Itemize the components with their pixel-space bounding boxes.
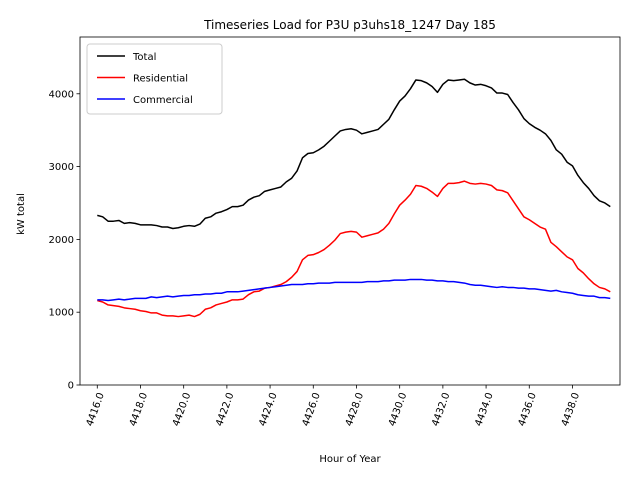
- chart-title: Timeseries Load for P3U p3uhs18_1247 Day…: [203, 18, 496, 32]
- y-tick-label: 0: [68, 381, 74, 392]
- legend-box: [86, 43, 223, 115]
- y-tick-label: 4000: [49, 89, 74, 100]
- y-tick-label: 1000: [49, 308, 74, 319]
- legend-label-residential: Residential: [133, 74, 188, 85]
- axes-frame: [79, 36, 621, 386]
- y-tick-label: 2000: [49, 235, 74, 246]
- series-line-residential: [97, 180, 611, 318]
- legend-label-total: Total: [132, 52, 156, 63]
- legend-label-commercial: Commercial: [133, 95, 193, 106]
- x-axis-label: Hour of Year: [319, 454, 381, 465]
- series-line-total: [97, 78, 611, 230]
- plot-area: [97, 78, 611, 318]
- y-tick-label: 3000: [49, 162, 74, 173]
- y-axis-label: kW total: [16, 193, 27, 235]
- legend: Total Residential Commercial: [86, 43, 223, 115]
- series-line-commercial: [97, 278, 611, 302]
